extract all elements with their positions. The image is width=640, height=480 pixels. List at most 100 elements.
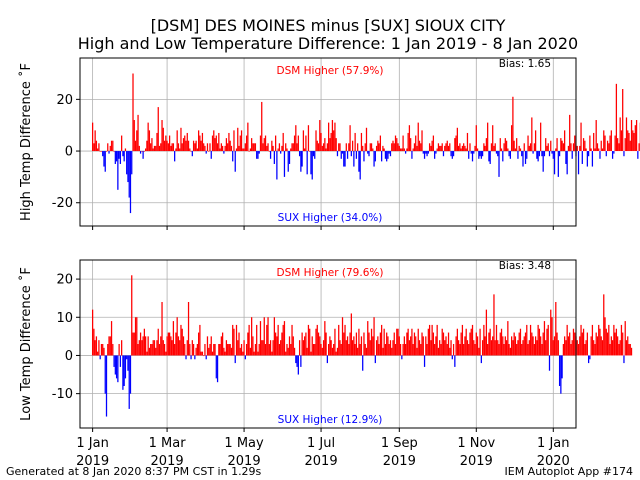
positive-bar — [399, 344, 402, 356]
positive-bar — [418, 140, 421, 152]
positive-bar — [613, 324, 615, 356]
negative-bar — [367, 151, 369, 154]
negative-bar — [599, 151, 601, 159]
positive-bar — [215, 135, 217, 152]
positive-bar — [329, 138, 331, 152]
negative-bar — [543, 151, 546, 157]
positive-bar — [198, 332, 200, 356]
positive-bar — [254, 344, 257, 356]
negative-bar — [363, 151, 365, 162]
positive-bar — [365, 127, 368, 152]
footer-generated-text: Generated at 8 Jan 2020 8:37 PM CST in 1… — [6, 465, 262, 478]
x-tick-label: 1 Nov — [457, 436, 495, 451]
positive-bar — [172, 321, 175, 356]
positive-bar — [341, 317, 344, 356]
positive-bar — [280, 340, 282, 356]
positive-bar — [397, 328, 399, 356]
negative-bar — [234, 151, 236, 172]
positive-bar — [457, 340, 460, 356]
positive-bar — [392, 140, 394, 152]
positive-bar — [437, 143, 440, 152]
positive-bar — [219, 344, 221, 356]
negative-bar — [435, 151, 437, 154]
positive-bar — [189, 148, 191, 152]
positive-bar — [296, 143, 298, 152]
positive-bar — [618, 143, 620, 152]
negative-bar — [386, 151, 388, 162]
negative-bar — [191, 151, 193, 157]
positive-bar — [326, 143, 328, 152]
positive-bar — [431, 140, 433, 152]
positive-bar — [110, 140, 113, 152]
positive-bar — [259, 321, 262, 356]
negative-bar — [537, 151, 539, 162]
positive-bar — [340, 344, 342, 356]
positive-bar — [187, 140, 190, 152]
positive-bar — [274, 135, 277, 152]
positive-bar — [464, 336, 466, 356]
negative-bar — [362, 355, 364, 371]
negative-bar — [205, 355, 207, 360]
negative-bar — [517, 151, 519, 159]
positive-bar — [370, 143, 373, 152]
positive-bar — [463, 143, 465, 152]
positive-bar — [412, 148, 414, 152]
positive-bar — [301, 332, 303, 356]
positive-bar — [182, 138, 185, 152]
positive-bar — [107, 344, 109, 356]
positive-bar — [229, 344, 231, 356]
positive-bar — [386, 332, 388, 356]
positive-bar — [108, 336, 110, 356]
positive-bar — [500, 148, 503, 152]
positive-bar — [199, 135, 201, 152]
positive-bar — [161, 302, 163, 356]
positive-bar — [632, 130, 634, 152]
positive-bar — [519, 328, 522, 356]
positive-bar — [113, 151, 115, 152]
positive-bar — [483, 324, 485, 356]
positive-bar — [138, 145, 140, 152]
positive-bar — [569, 114, 571, 152]
positive-bar — [546, 328, 548, 356]
positive-bar — [502, 336, 504, 356]
positive-bar — [175, 148, 177, 152]
positive-bar — [545, 138, 547, 152]
positive-bar — [410, 336, 412, 356]
positive-bar — [540, 122, 542, 152]
negative-bar — [99, 355, 101, 360]
negative-bar — [411, 151, 413, 159]
negative-bar — [185, 355, 187, 360]
positive-bar — [503, 143, 505, 152]
positive-bar — [151, 344, 153, 356]
positive-bar — [586, 332, 588, 356]
negative-bar — [102, 151, 104, 157]
positive-bar — [181, 143, 183, 152]
positive-bar — [315, 130, 317, 152]
negative-bar — [552, 151, 554, 159]
positive-bar — [601, 148, 604, 152]
positive-bar — [487, 122, 489, 152]
x-tick-label-year: 2019 — [383, 454, 416, 469]
positive-bar — [357, 347, 359, 356]
negative-bar — [123, 151, 125, 162]
positive-bar — [382, 145, 384, 152]
negative-bar — [129, 151, 132, 214]
positive-bar — [439, 340, 441, 356]
positive-bar — [142, 336, 144, 356]
positive-bar — [372, 148, 374, 152]
positive-bar — [450, 340, 452, 356]
positive-bar — [203, 355, 205, 357]
positive-bar — [465, 148, 467, 152]
positive-bar — [455, 135, 457, 152]
negative-bar — [384, 151, 387, 159]
positive-bar — [620, 130, 623, 152]
positive-bar — [168, 135, 171, 152]
positive-bar — [428, 324, 431, 356]
positive-bar — [442, 332, 445, 356]
positive-bar — [295, 125, 297, 152]
positive-bar — [348, 143, 350, 152]
positive-bar — [141, 151, 143, 152]
positive-bar — [240, 344, 243, 356]
positive-bar — [375, 145, 378, 152]
positive-bar — [204, 344, 206, 356]
